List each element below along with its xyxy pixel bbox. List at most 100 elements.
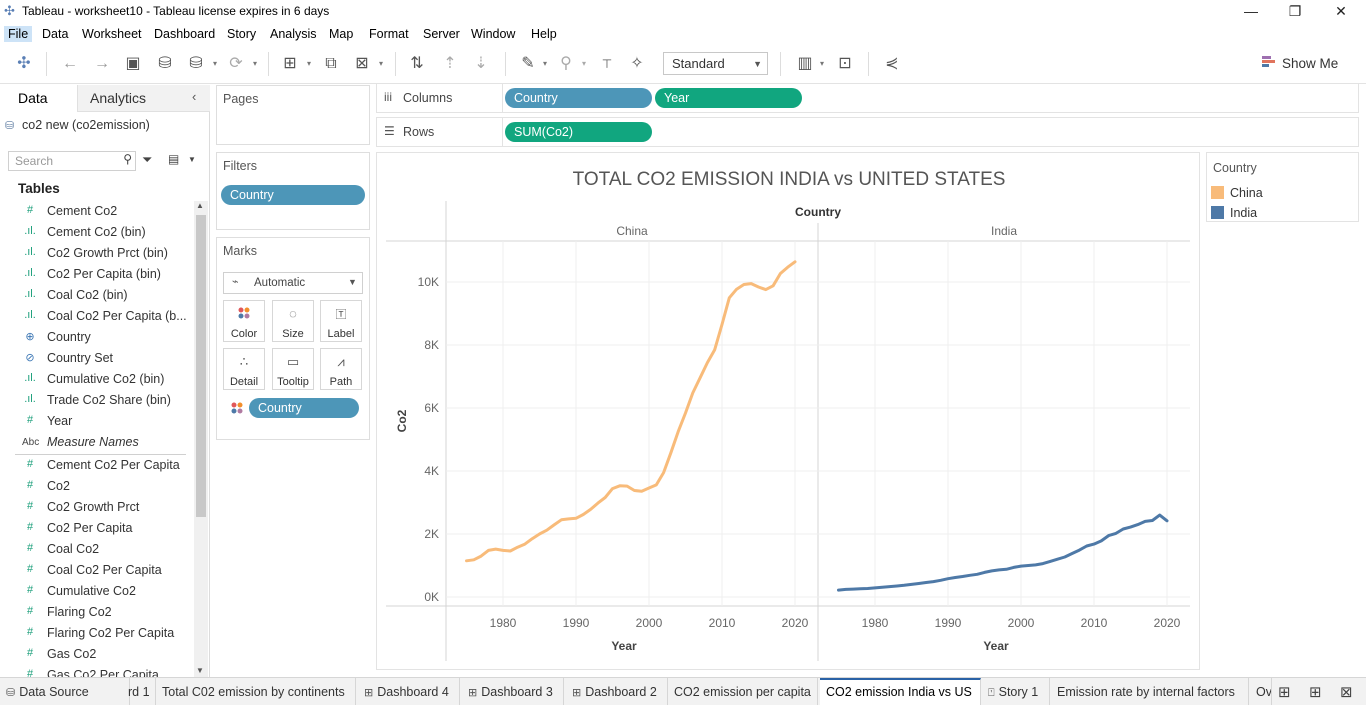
share-icon[interactable]: ⋞ [885, 55, 899, 72]
search-icon[interactable]: ⚲ [123, 152, 132, 166]
show-cards-caret-icon[interactable]: ▾ [820, 59, 825, 68]
tab-dashboard-4[interactable]: ⊞ Dashboard 4 [358, 678, 460, 705]
field-item[interactable]: .ıl. Cumulative Co2 (bin) [0, 369, 194, 390]
field-item[interactable]: ⊘ Country Set [0, 348, 194, 369]
size-button[interactable]: ◌ Size [272, 300, 314, 342]
menu-data[interactable]: Data [42, 27, 69, 41]
field-item[interactable]: # Gas Co2 Per Capita [0, 665, 194, 677]
field-item[interactable]: .ıl. Co2 Growth Prct (bin) [0, 243, 194, 264]
fix-axes-pin-icon[interactable]: ✧ [630, 55, 644, 72]
show-cards-icon[interactable]: ▥ [797, 55, 813, 72]
minimize-button[interactable]: — [1244, 3, 1258, 19]
duplicate-sheet-icon[interactable]: ⧉ [325, 55, 337, 72]
pause-updates-icon[interactable]: ⛁ [189, 55, 203, 72]
filters-card[interactable]: Filters Country [216, 152, 370, 230]
new-worksheet-icon[interactable]: ⊞ [283, 55, 297, 72]
field-item[interactable]: # Coal Co2 Per Capita [0, 560, 194, 581]
tab-dashboard-1[interactable]: rd 1 [124, 678, 156, 705]
field-item[interactable]: ⊕ Country [0, 327, 194, 348]
field-item[interactable]: # Cement Co2 [0, 201, 194, 222]
new-worksheet-tab-icon[interactable]: ⊞ [1278, 684, 1291, 701]
tab-story-1[interactable]: ⍞ Story 1 [982, 678, 1050, 705]
restore-button[interactable]: ❐ [1288, 3, 1302, 19]
filter-icon[interactable]: ⏷ [142, 152, 153, 167]
tab-total-co2-continents[interactable]: Total C02 emission by continents [156, 678, 356, 705]
field-item[interactable]: # Cumulative Co2 [0, 581, 194, 602]
tab-dashboard-3[interactable]: ⊞ Dashboard 3 [462, 678, 564, 705]
forward-arrow-icon[interactable]: → [94, 55, 110, 72]
group-caret-icon[interactable]: ▾ [582, 59, 587, 68]
clear-sheet-caret-icon[interactable]: ▾ [379, 59, 384, 68]
columns-pill-country[interactable]: Country [505, 88, 652, 108]
fit-dropdown[interactable]: Standard ▼ [663, 52, 768, 75]
tab-data[interactable]: Data [18, 90, 48, 106]
pause-updates-caret-icon[interactable]: ▾ [213, 59, 218, 68]
field-item[interactable]: # Co2 Per Capita [0, 518, 194, 539]
menu-file[interactable]: File [4, 26, 33, 42]
field-item[interactable]: # Flaring Co2 [0, 602, 194, 623]
rows-shelf[interactable]: ☰ Rows SUM(Co2) [376, 117, 1359, 147]
back-arrow-icon[interactable]: ← [62, 55, 78, 72]
clear-sheet-icon[interactable]: ⊠ [355, 55, 369, 72]
swap-rows-columns-icon[interactable]: ⇅ [410, 55, 424, 72]
field-item[interactable]: .ıl. Trade Co2 Share (bin) [0, 390, 194, 411]
group-members-icon[interactable]: ⚲ [560, 55, 572, 72]
field-item[interactable]: # Gas Co2 [0, 644, 194, 665]
tab-overflow[interactable]: Ov [1250, 678, 1272, 705]
menu-analysis[interactable]: Analysis [270, 27, 317, 41]
legend-item-india[interactable]: India [1211, 204, 1359, 222]
presentation-mode-icon[interactable]: ⊡ [838, 55, 852, 72]
line-chart[interactable]: TOTAL CO2 EMISSION INDIA vs UNITED STATE… [377, 153, 1201, 671]
columns-shelf[interactable]: iii Columns Country Year [376, 83, 1359, 113]
menu-map[interactable]: Map [329, 27, 354, 41]
legend-item-china[interactable]: China [1211, 184, 1359, 202]
new-dashboard-tab-icon[interactable]: ⊞ [1309, 684, 1322, 701]
field-item[interactable]: # Co2 [0, 476, 194, 497]
search-field[interactable]: ⚲ [8, 151, 136, 171]
sort-descending-icon[interactable]: ⇣ [474, 55, 488, 72]
scroll-down-icon[interactable]: ▼ [196, 666, 204, 675]
field-item[interactable]: # Year [0, 411, 194, 432]
menu-dashboard[interactable]: Dashboard [154, 27, 216, 41]
color-legend[interactable]: Country China India [1206, 152, 1359, 222]
field-item[interactable]: # Flaring Co2 Per Capita [0, 623, 194, 644]
field-item[interactable]: .ıl. Co2 Per Capita (bin) [0, 264, 194, 285]
refresh-caret-icon[interactable]: ▾ [253, 59, 258, 68]
field-item[interactable]: # Co2 Growth Prct [0, 497, 194, 518]
menu-server[interactable]: Server [423, 27, 460, 41]
datasource-name[interactable]: co2 new (co2emission) [22, 118, 150, 132]
tab-data-source[interactable]: ⛁ Data Source [0, 678, 130, 705]
tab-dashboard-2[interactable]: ⊞ Dashboard 2 [566, 678, 668, 705]
marks-pill-country[interactable]: Country [249, 398, 359, 418]
new-story-tab-icon[interactable]: ⊠ [1340, 684, 1353, 701]
field-item[interactable]: Abc Measure Names [0, 432, 194, 453]
menu-worksheet[interactable]: Worksheet [82, 27, 142, 41]
filter-pill-country[interactable]: Country [221, 185, 365, 205]
pages-card[interactable]: Pages [216, 85, 370, 145]
menu-story[interactable]: Story [227, 27, 257, 41]
tab-emission-internal-factors[interactable]: Emission rate by internal factors [1051, 678, 1249, 705]
menu-window[interactable]: Window [471, 27, 516, 41]
refresh-icon[interactable]: ⟳ [229, 55, 243, 72]
rows-pill-sum-co2[interactable]: SUM(Co2) [505, 122, 652, 142]
path-button[interactable]: ⩘ Path [320, 348, 362, 390]
tab-co2-per-capita[interactable]: CO2 emission per capita [668, 678, 818, 705]
save-icon[interactable]: ▣ [125, 55, 141, 72]
detail-button[interactable]: ∴ Detail [223, 348, 265, 390]
color-button[interactable]: Color [223, 300, 265, 342]
collapse-pane-icon[interactable]: ‹ [192, 89, 197, 104]
field-item[interactable]: .ıl. Cement Co2 (bin) [0, 222, 194, 243]
sort-ascending-icon[interactable]: ⇡ [443, 55, 457, 72]
new-worksheet-caret-icon[interactable]: ▾ [307, 59, 312, 68]
mark-type-dropdown[interactable]: ⌁ Automatic ▼ [223, 272, 363, 294]
view-options-icon[interactable]: ▤ [168, 152, 180, 166]
columns-pill-year[interactable]: Year [655, 88, 802, 108]
search-input[interactable] [9, 152, 109, 170]
menu-format[interactable]: Format [369, 27, 409, 41]
new-data-source-icon[interactable]: ⛁ [158, 55, 172, 72]
close-button[interactable]: ✕ [1335, 3, 1347, 19]
scrollbar-thumb[interactable] [196, 215, 206, 517]
menu-help[interactable]: Help [531, 27, 557, 41]
tab-analytics[interactable]: Analytics [90, 90, 147, 106]
tab-co2-india-vs-us[interactable]: CO2 emission India vs US [820, 678, 981, 705]
